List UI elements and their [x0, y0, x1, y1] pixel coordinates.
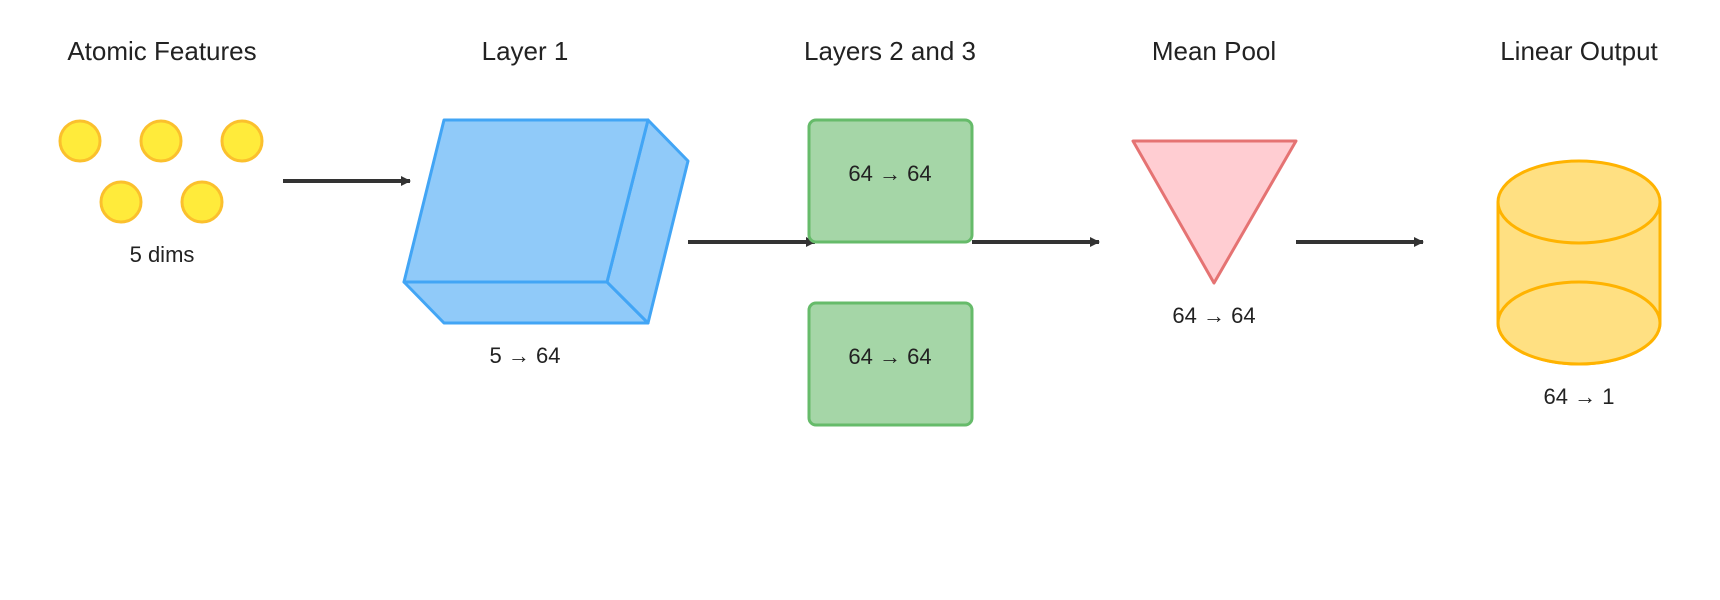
stage-title-layers-2-3: Layers 2 and 3: [804, 36, 976, 66]
layer-3-label: 64 → 64: [848, 344, 931, 369]
stage-label-linear-output: 64 → 1: [1544, 384, 1615, 409]
stage-label-layer-1: 5 → 64: [490, 343, 561, 368]
stage-label-mean-pool: 64 → 64: [1172, 303, 1255, 328]
feature-node-icon: [99, 180, 143, 224]
stage-mean-pool: Mean Pool 64 → 64: [1131, 36, 1298, 328]
stage-atomic-features: Atomic Features 5 dims: [58, 36, 264, 267]
cylinder-icon: [1496, 159, 1662, 366]
layer-2-label: 64 → 64: [848, 161, 931, 186]
stage-layer-1: Layer 1 5 → 64: [402, 36, 690, 368]
stage-title-linear-output: Linear Output: [1500, 36, 1658, 66]
feature-node-icon: [139, 119, 183, 163]
stage-title-mean-pool: Mean Pool: [1152, 36, 1276, 66]
cuboid-icon: [402, 118, 690, 325]
layer-2-box: [807, 118, 974, 244]
feature-nodes: [58, 119, 264, 224]
feature-node-icon: [180, 180, 224, 224]
stage-title-atomic-features: Atomic Features: [67, 36, 256, 66]
stage-layers-2-3: Layers 2 and 3 64 → 64 64 → 64: [804, 36, 976, 427]
feature-node-icon: [220, 119, 264, 163]
stage-label-atomic-features: 5 dims: [130, 242, 195, 267]
layer-3-box: [807, 301, 974, 427]
feature-node-icon: [58, 119, 102, 163]
stage-title-layer-1: Layer 1: [482, 36, 569, 66]
inverted-triangle-icon: [1131, 139, 1298, 285]
stage-linear-output: Linear Output 64 → 1: [1496, 36, 1662, 409]
